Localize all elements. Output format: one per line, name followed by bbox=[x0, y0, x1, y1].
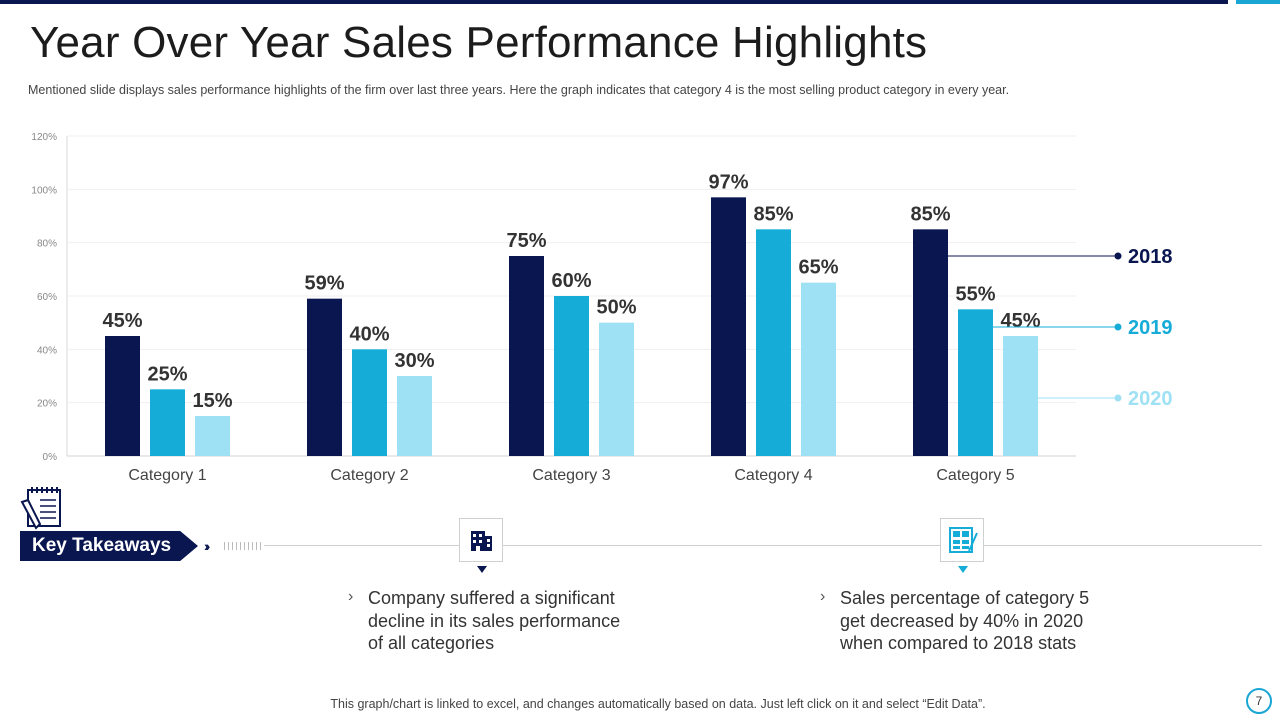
bar-2018-category-4[interactable] bbox=[711, 197, 746, 457]
bullet-chevron-icon: › bbox=[820, 588, 826, 605]
takeaway-1-pointer bbox=[477, 566, 487, 573]
data-label: 25% bbox=[147, 363, 187, 385]
data-label: 45% bbox=[1000, 310, 1040, 332]
bar-chart[interactable]: 0%20%40%60%80%100%120% 45%25%15%59%40%30… bbox=[0, 0, 1280, 500]
legend-entry-2018: 2018 bbox=[1128, 246, 1173, 268]
bar-2018-category-3[interactable] bbox=[509, 256, 544, 456]
data-label: 97% bbox=[708, 171, 748, 193]
legend-entry-2020: 2020 bbox=[1128, 388, 1173, 410]
y-tick-label: 100% bbox=[31, 185, 57, 196]
bar-2018-category-2[interactable] bbox=[307, 298, 342, 456]
page-number: 7 bbox=[1246, 688, 1272, 714]
data-label: 65% bbox=[798, 257, 838, 279]
bar-2019-category-3[interactable] bbox=[554, 296, 589, 456]
legend-marker bbox=[1114, 252, 1122, 260]
bar-2018-category-5[interactable] bbox=[913, 229, 948, 456]
bar-2020-category-2[interactable] bbox=[397, 376, 432, 456]
data-label: 85% bbox=[910, 203, 950, 225]
bar-2018-category-1[interactable] bbox=[105, 336, 140, 456]
data-label: 40% bbox=[349, 323, 389, 345]
bar-2019-category-2[interactable] bbox=[352, 349, 387, 456]
category-label: Category 1 bbox=[128, 467, 206, 484]
y-tick-label: 120% bbox=[31, 132, 57, 143]
category-label: Category 2 bbox=[330, 467, 408, 484]
bar-2020-category-1[interactable] bbox=[195, 416, 230, 456]
data-label: 59% bbox=[304, 273, 344, 295]
data-label: 50% bbox=[596, 297, 636, 319]
bullet-chevron-icon: › bbox=[348, 588, 354, 605]
divider-dots bbox=[224, 542, 264, 550]
category-label: Category 4 bbox=[734, 467, 812, 484]
bar-2019-category-5[interactable] bbox=[958, 309, 993, 456]
takeaway-1-icon-box bbox=[459, 518, 503, 562]
y-tick-label: 80% bbox=[37, 239, 57, 250]
top-accent-bar bbox=[0, 0, 1228, 4]
divider-line bbox=[264, 545, 1262, 546]
data-label: 75% bbox=[506, 230, 546, 252]
bar-2020-category-5[interactable] bbox=[1003, 336, 1038, 456]
building-icon bbox=[471, 531, 492, 551]
takeaway-2-text: Sales percentage of category 5 get decre… bbox=[840, 588, 1090, 653]
data-label: 45% bbox=[102, 310, 142, 332]
takeaway-2: › Sales percentage of category 5 get dec… bbox=[820, 587, 1115, 655]
page-title: Year Over Year Sales Performance Highlig… bbox=[30, 18, 928, 67]
chart-legend: 2018 2019 2020 bbox=[948, 246, 1173, 410]
takeaway-2-pointer bbox=[958, 566, 968, 573]
key-takeaways-banner: Key Takeaways bbox=[20, 531, 198, 561]
data-label: 60% bbox=[551, 270, 591, 292]
bar-2019-category-4[interactable] bbox=[756, 229, 791, 456]
bar-2020-category-4[interactable] bbox=[801, 282, 836, 456]
data-label: 55% bbox=[955, 283, 995, 305]
double-chevron-icon: ›› bbox=[204, 538, 211, 554]
data-label: 85% bbox=[753, 203, 793, 225]
category-label: Category 3 bbox=[532, 467, 610, 484]
category-labels: Category 1 Category 2 Category 3 Category 4… bbox=[128, 467, 1014, 484]
footer-note: This graph/chart is linked to excel, and… bbox=[330, 697, 986, 711]
legend-marker bbox=[1114, 323, 1122, 331]
y-axis-ticks: 0% 20% 40% 60% 80% 100% 120% bbox=[31, 132, 57, 463]
notepad-icon bbox=[20, 487, 61, 530]
y-tick-label: 20% bbox=[37, 399, 57, 410]
top-accent-bar-light bbox=[1236, 0, 1280, 4]
takeaway-1: › Company suffered a significant decline… bbox=[348, 587, 638, 655]
legend-entry-2019: 2019 bbox=[1128, 317, 1173, 339]
page-subtitle: Mentioned slide displays sales performan… bbox=[28, 83, 1010, 97]
data-label: 15% bbox=[192, 390, 232, 412]
legend-marker bbox=[1114, 394, 1122, 402]
y-tick-label: 60% bbox=[37, 292, 57, 303]
chart-bars bbox=[105, 197, 1038, 457]
calculator-icon bbox=[949, 527, 978, 553]
bar-2019-category-1[interactable] bbox=[150, 389, 185, 456]
data-label: 30% bbox=[394, 350, 434, 372]
y-tick-label: 0% bbox=[43, 452, 58, 463]
takeaway-2-icon-box bbox=[940, 518, 984, 562]
bar-2020-category-3[interactable] bbox=[599, 322, 634, 456]
takeaway-1-text: Company suffered a significant decline i… bbox=[368, 588, 621, 653]
category-label: Category 5 bbox=[936, 467, 1014, 484]
y-tick-label: 40% bbox=[37, 345, 57, 356]
